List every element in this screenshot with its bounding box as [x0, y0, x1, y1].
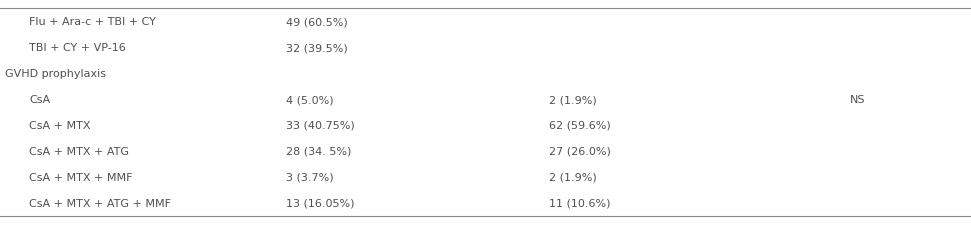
Text: CsA + MTX + ATG: CsA + MTX + ATG [29, 146, 129, 156]
Text: 11 (10.6%): 11 (10.6%) [549, 198, 610, 208]
Text: 13 (16.05%): 13 (16.05%) [286, 198, 355, 208]
Text: 2 (1.9%): 2 (1.9%) [549, 172, 596, 182]
Text: GVHD prophylaxis: GVHD prophylaxis [5, 69, 106, 79]
Text: CsA + MTX + ATG + MMF: CsA + MTX + ATG + MMF [29, 198, 171, 208]
Text: CsA + MTX: CsA + MTX [29, 120, 90, 130]
Text: CsA + MTX + MMF: CsA + MTX + MMF [29, 172, 133, 182]
Text: NS: NS [850, 94, 865, 105]
Text: 49 (60.5%): 49 (60.5%) [286, 17, 349, 27]
Text: 62 (59.6%): 62 (59.6%) [549, 120, 611, 130]
Text: TBI + CY + VP-16: TBI + CY + VP-16 [29, 43, 126, 53]
Text: 27 (26.0%): 27 (26.0%) [549, 146, 611, 156]
Text: 32 (39.5%): 32 (39.5%) [286, 43, 349, 53]
Text: Flu + Ara-c + TBI + CY: Flu + Ara-c + TBI + CY [29, 17, 156, 27]
Text: 28 (34. 5%): 28 (34. 5%) [286, 146, 352, 156]
Text: 3 (3.7%): 3 (3.7%) [286, 172, 334, 182]
Text: 2 (1.9%): 2 (1.9%) [549, 94, 596, 105]
Text: 4 (5.0%): 4 (5.0%) [286, 94, 334, 105]
Text: CsA: CsA [29, 94, 50, 105]
Text: 33 (40.75%): 33 (40.75%) [286, 120, 355, 130]
